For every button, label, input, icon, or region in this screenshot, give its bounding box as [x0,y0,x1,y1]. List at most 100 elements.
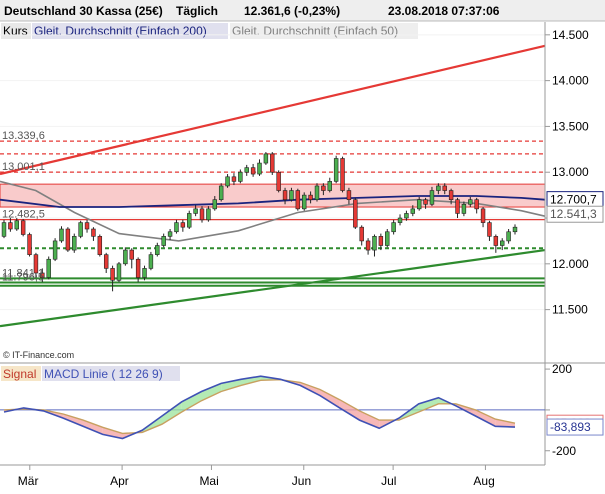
candle [257,159,262,176]
candle-body [123,249,128,265]
candle [410,205,416,217]
candle-body [397,217,403,223]
candle-body [59,228,64,242]
x-tick-label: Jul [381,474,396,488]
candle [33,252,39,278]
candle-body [167,231,173,237]
level-label: 11.796,5 [2,271,44,283]
candle [59,226,64,243]
macd-lines [3,375,516,440]
candle-body [161,236,166,246]
candle [238,169,243,184]
candle-body [65,228,71,251]
candle [416,196,422,211]
candle-body [423,199,428,205]
candle-body [52,240,58,260]
candle [385,229,390,248]
candle [327,177,332,193]
candle [436,183,441,195]
price-badge: 12.700,7 [546,191,604,209]
macd-badge: -83,893 [546,418,604,436]
candle [270,152,275,175]
candle [282,187,288,205]
candle-body [391,222,396,233]
candle [40,268,45,283]
candle-body [270,153,275,173]
price-legend: Kurs Gleit. Durchschnitt (Einfach 200) G… [1,23,418,39]
macd-fill-negative [319,389,340,408]
candle [129,248,134,269]
macd-fill-negative [63,414,83,427]
trendlines [0,44,546,328]
candle-body [193,208,198,214]
quote-label: 12.361,6 (-0,23%) [244,4,340,18]
candle [448,188,454,205]
candle-body [314,185,320,201]
candle [346,187,352,205]
candle-body [506,231,511,242]
y-tick-label: 13.000 [552,165,589,179]
candle [455,197,460,219]
signal-line [3,378,516,435]
x-tick-label: Aug [473,474,494,488]
candle [397,214,403,226]
macd-fill-negative [102,427,123,439]
candle-body [97,236,103,255]
candle [27,232,32,257]
candle-body [282,190,288,201]
candle [148,251,154,271]
candle-body [346,190,352,201]
macd-y-ticks: 200 -200 [545,362,576,458]
price-badge: 12.541,3 [546,205,604,223]
candle [468,196,473,208]
candle [218,183,224,202]
price-badge-label: 12.541,3 [550,207,597,221]
candle-body [468,199,473,205]
candle [97,234,103,257]
period-label: Täglich [176,4,218,18]
candle-body [244,167,249,173]
candle [8,218,13,232]
candle-body [33,254,39,274]
candle-body [238,171,243,182]
sma50-line [0,180,546,242]
candle-body [231,176,237,182]
legend-signal: Signal [3,367,36,381]
candle-body [46,258,51,278]
candle [135,257,141,283]
candle-body [206,208,211,221]
candle-body [340,158,345,191]
candle [480,207,486,228]
candle-body [416,199,422,210]
candle [142,265,147,281]
candle-body [257,162,262,175]
candle-body [20,220,26,235]
candle-body [174,222,179,233]
candle-body [14,220,19,230]
candle [372,234,377,257]
candle-body [429,190,435,205]
legend-kurs: Kurs [3,24,28,38]
macd-fill-positive [161,401,182,425]
candle [493,234,499,253]
candle-body [91,228,96,237]
candle-body [493,236,499,246]
candle [206,206,211,222]
candle-body [512,226,518,233]
candle-body [218,185,224,201]
candle-body [301,194,307,210]
candle-body [365,240,371,251]
macd-badges: -65,003-83,893 [546,414,604,436]
candle-body [40,272,45,278]
level-label: 13.339,6 [2,130,45,142]
macd-fill-positive [418,397,439,412]
candle [474,197,479,214]
candle-body [289,190,294,201]
candle [110,265,115,292]
candle [442,183,447,195]
candle [72,233,77,253]
candle [14,218,19,231]
candle-body [180,222,186,228]
candle [429,186,435,207]
